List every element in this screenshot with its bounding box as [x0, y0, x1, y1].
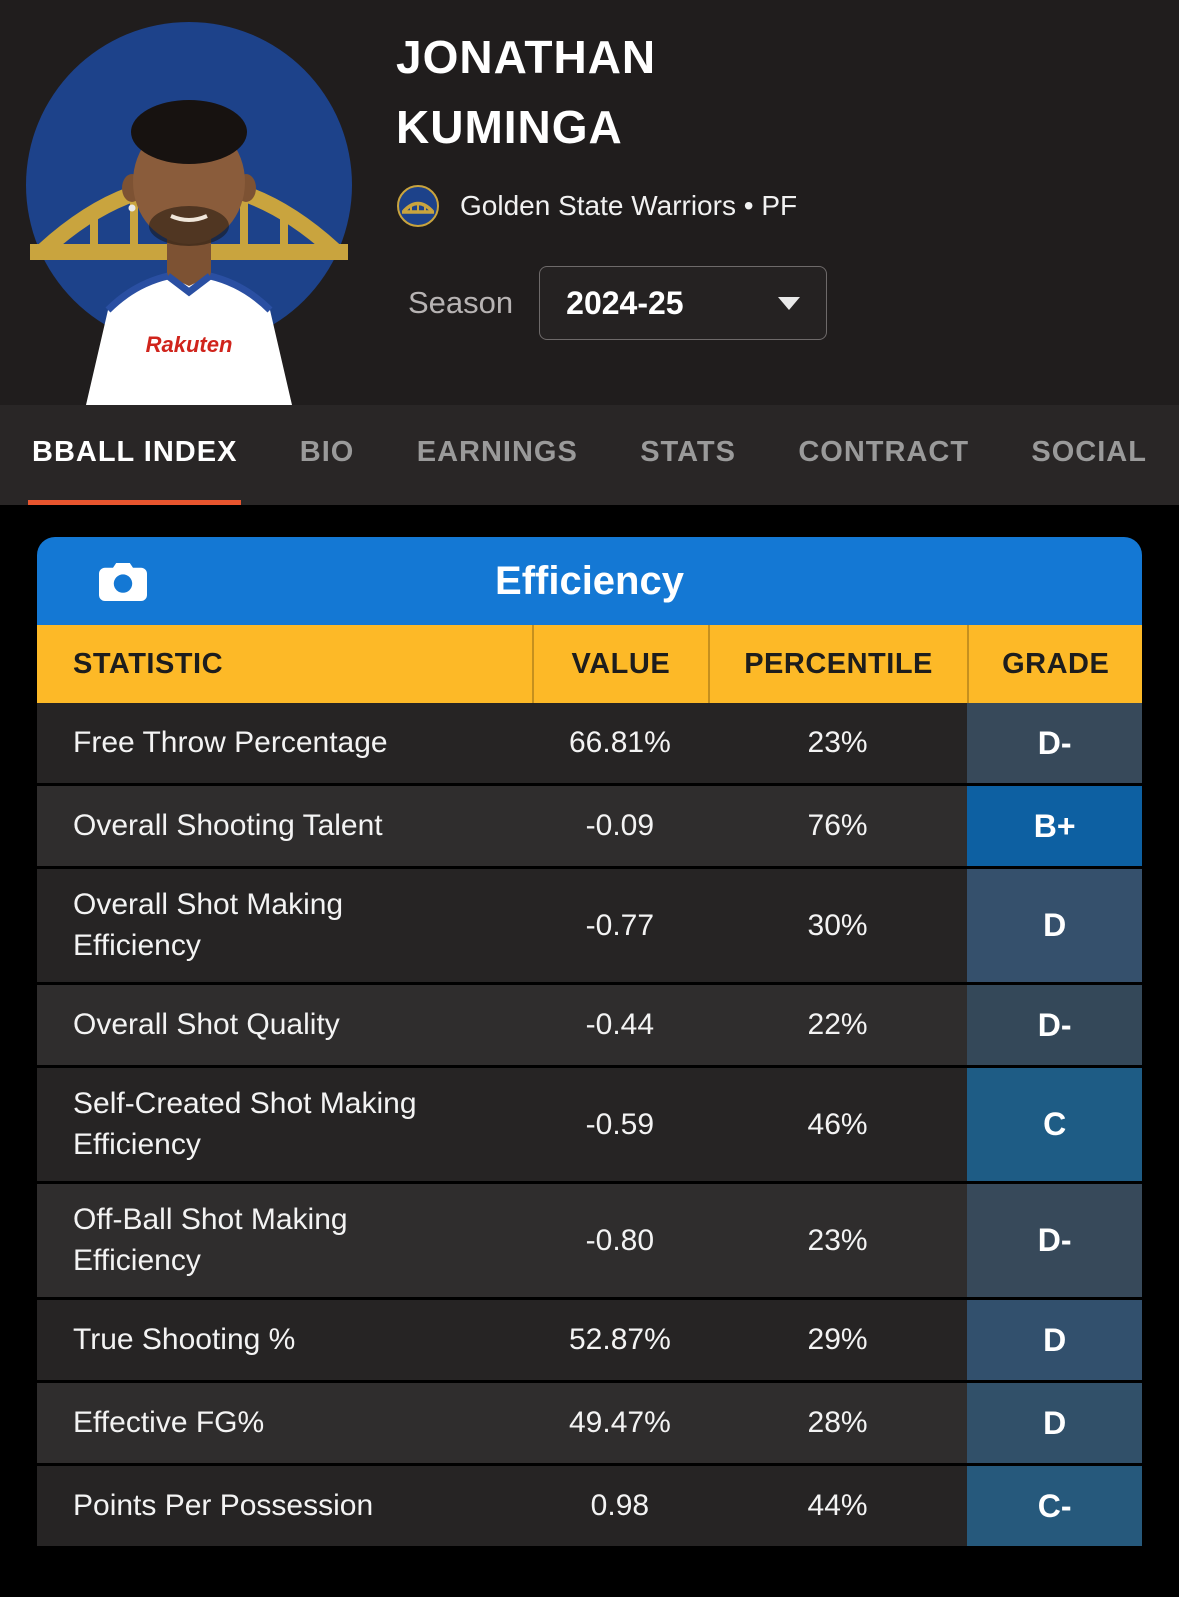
- tab-bio[interactable]: BIO: [299, 436, 355, 468]
- row-percentile: 22%: [807, 1008, 868, 1041]
- player-avatar: Rakuten: [0, 0, 378, 405]
- row-percentile: 23%: [807, 1223, 868, 1257]
- player-last-name: KUMINGA: [396, 101, 623, 153]
- row-percentile: 30%: [807, 908, 868, 942]
- row-stat: Points Per Possession: [73, 1488, 374, 1522]
- table-header: STATISTIC VALUE PERCENTILE GRADE: [37, 625, 1142, 703]
- table-row: Self-Created Shot Making Efficiency -0.59…: [37, 1068, 1142, 1181]
- player-headshot-image: Rakuten: [26, 22, 352, 405]
- svg-text:Rakuten: Rakuten: [146, 332, 233, 357]
- column-header-value: VALUE: [532, 625, 708, 703]
- row-value: 0.98: [590, 1489, 650, 1522]
- table-body: Free Throw Percentage 66.81% 23% D- Overall …: [37, 703, 1142, 1546]
- row-grade: D: [967, 1383, 1142, 1463]
- row-stat: Overall Shot Making Efficiency: [73, 888, 344, 962]
- player-first-name: JONATHAN: [396, 31, 657, 83]
- page: Rakuten JONATHAN KUMINGA Golden State Wa…: [0, 0, 1179, 1546]
- row-percentile: 46%: [807, 1107, 868, 1141]
- table-row: Overall Shot Quality -0.44 22% D-: [37, 985, 1142, 1065]
- row-value: -0.59: [585, 1107, 655, 1141]
- row-grade: B+: [967, 786, 1142, 866]
- table-row: Effective FG% 49.47% 28% D: [37, 1383, 1142, 1463]
- row-percentile: 29%: [807, 1323, 868, 1356]
- team-row: Golden State Warriors • PF: [396, 184, 827, 228]
- season-dropdown[interactable]: 2024-25: [539, 266, 828, 340]
- table-row: Overall Shot Making Efficiency -0.77 30% D: [37, 869, 1142, 982]
- row-grade: C: [967, 1068, 1142, 1181]
- row-percentile: 23%: [807, 726, 868, 759]
- column-header-percentile: PERCENTILE: [707, 625, 968, 703]
- row-grade: D-: [967, 985, 1142, 1065]
- player-info: JONATHAN KUMINGA Golden State Warriors •…: [378, 0, 828, 405]
- season-label: Season: [408, 285, 514, 320]
- tab-bar: BBALL INDEX BIO EARNINGS STATS CONTRACT SOCIA…: [0, 405, 1179, 505]
- row-value: -0.77: [585, 908, 655, 942]
- row-grade: D: [967, 1300, 1142, 1380]
- row-stat: Effective FG%: [73, 1405, 265, 1439]
- table-row: True Shooting % 52.87% 29% D: [37, 1300, 1142, 1380]
- camera-icon[interactable]: [99, 561, 147, 601]
- table-row: Off-Ball Shot Making Efficiency -0.80 23% D…: [37, 1184, 1142, 1297]
- card-title: Efficiency: [495, 558, 684, 603]
- row-value: 52.87%: [569, 1323, 671, 1356]
- table-row: Free Throw Percentage 66.81% 23% D-: [37, 703, 1142, 783]
- column-header-grade: GRADE: [967, 625, 1142, 703]
- tab-social[interactable]: SOCIAL: [1031, 436, 1147, 468]
- table-row: Points Per Possession 0.98 44% C-: [37, 1466, 1142, 1546]
- season-value: 2024-25: [566, 284, 684, 321]
- row-percentile: 28%: [807, 1406, 868, 1439]
- row-grade: C-: [967, 1466, 1142, 1546]
- player-header: Rakuten JONATHAN KUMINGA Golden State Wa…: [0, 0, 1179, 405]
- row-percentile: 76%: [807, 809, 868, 842]
- row-value: -0.09: [585, 809, 655, 842]
- table-row: Overall Shooting Talent -0.09 76% B+: [37, 786, 1142, 866]
- team-name: Golden State Warriors • PF: [460, 190, 798, 221]
- row-value: -0.44: [585, 1008, 655, 1041]
- row-stat: Free Throw Percentage: [73, 725, 388, 759]
- tab-stats[interactable]: STATS: [640, 436, 736, 468]
- row-value: -0.80: [585, 1223, 655, 1257]
- row-stat: Overall Shot Quality: [73, 1007, 340, 1041]
- efficiency-card: Efficiency STATISTIC VALUE PERCENTILE GRADE…: [37, 537, 1142, 1546]
- tab-bball-index[interactable]: BBALL INDEX: [28, 405, 242, 505]
- tab-earnings[interactable]: EARNINGS: [416, 436, 578, 468]
- row-value: 66.81%: [569, 726, 671, 759]
- team-logo-icon: [396, 184, 440, 228]
- row-stat: Off-Ball Shot Making Efficiency: [73, 1203, 348, 1277]
- card-header: Efficiency: [37, 537, 1142, 625]
- row-grade: D-: [967, 703, 1142, 783]
- row-stat: Overall Shooting Talent: [73, 808, 383, 842]
- row-grade: D-: [967, 1184, 1142, 1297]
- main-content: Efficiency STATISTIC VALUE PERCENTILE GRADE…: [0, 505, 1179, 1546]
- row-percentile: 44%: [807, 1489, 868, 1522]
- row-stat: True Shooting %: [73, 1322, 296, 1356]
- season-row: Season 2024-25: [408, 266, 828, 340]
- row-stat: Self-Created Shot Making Efficiency: [73, 1087, 417, 1161]
- column-header-statistic: STATISTIC: [73, 647, 224, 680]
- row-value: 49.47%: [569, 1406, 671, 1439]
- chevron-down-icon: [778, 296, 801, 310]
- row-grade: D: [967, 869, 1142, 982]
- tab-contract[interactable]: CONTRACT: [798, 436, 970, 468]
